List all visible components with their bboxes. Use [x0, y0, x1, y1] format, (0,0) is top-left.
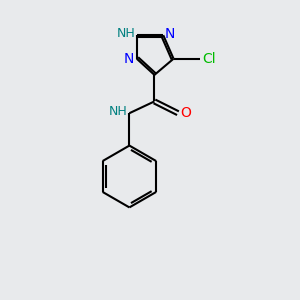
Text: O: O: [180, 106, 191, 120]
Text: N: N: [165, 27, 175, 41]
Text: NH: NH: [109, 105, 128, 118]
Text: NH: NH: [116, 27, 135, 40]
Text: N: N: [124, 52, 134, 66]
Text: Cl: Cl: [202, 52, 216, 66]
